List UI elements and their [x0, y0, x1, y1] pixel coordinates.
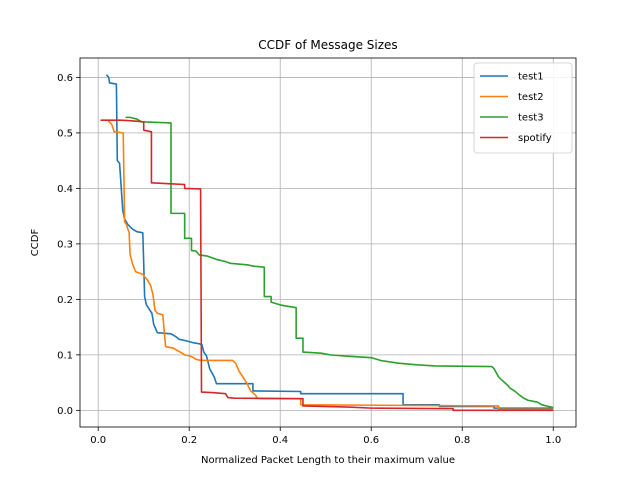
y-tick-label: 0.4	[57, 184, 73, 195]
legend: test1 test2 test3 spotify	[473, 62, 573, 154]
y-tick-label: 0.5	[57, 128, 73, 139]
y-tick-label: 0.3	[57, 239, 73, 250]
legend-label-spotify: spotify	[518, 133, 552, 144]
y-tick-label: 0.2	[57, 295, 73, 306]
y-axis-label: CCDF	[30, 229, 41, 257]
y-tick-label: 0.6	[57, 73, 73, 84]
series-line-spotify	[100, 119, 554, 412]
legend-box	[473, 62, 573, 154]
series-lines	[100, 74, 554, 412]
legend-label-test1: test1	[518, 72, 544, 83]
grid	[80, 58, 576, 427]
y-axis: 0.0 0.1 0.2 0.3 0.4 0.5 0.6	[57, 73, 80, 417]
legend-label-test3: test3	[518, 113, 544, 124]
x-axis-label: Normalized Packet Length to their maximu…	[201, 455, 455, 466]
y-tick-label: 0.0	[57, 406, 73, 417]
x-axis: 0.0 0.2 0.4 0.6 0.8 1.0	[90, 427, 561, 446]
x-tick-label: 0.0	[90, 435, 106, 446]
chart-title: CCDF of Message Sizes	[258, 38, 397, 52]
x-tick-label: 0.6	[363, 435, 379, 446]
series-line-test3	[125, 116, 554, 409]
x-tick-label: 0.4	[272, 435, 288, 446]
x-tick-label: 1.0	[545, 435, 561, 446]
plot-frame	[79, 57, 577, 428]
x-tick-label: 0.2	[181, 435, 197, 446]
y-tick-label: 0.1	[57, 350, 73, 361]
legend-label-test2: test2	[518, 92, 544, 103]
x-tick-label: 0.8	[454, 435, 470, 446]
